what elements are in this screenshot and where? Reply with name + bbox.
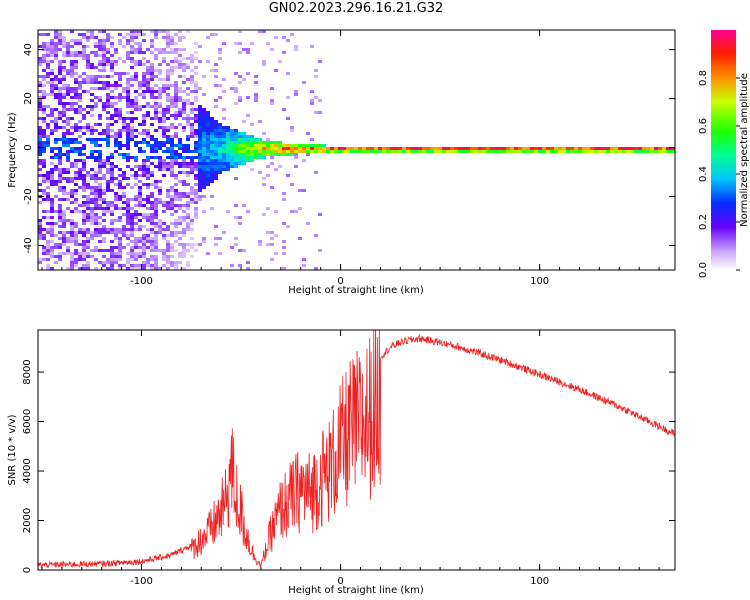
top-y-tick-label: -40 (23, 237, 34, 253)
colorbar-tick-label: 0.0 (698, 262, 709, 278)
snr-line (38, 330, 675, 569)
bottom-y-axis-label: SNR (10 * v/v) (7, 414, 18, 485)
chart-title: GN02.2023.296.16.21.G32 (268, 1, 444, 16)
bottom-y-tick-label: 0 (22, 567, 33, 573)
spectrogram-heatmap (38, 30, 675, 270)
top-x-tick-label: 0 (337, 276, 343, 287)
bottom-x-tick-label: -100 (130, 576, 153, 587)
top-plot-axes: -100 0 100 -40 -20 0 20 40 (23, 30, 675, 287)
bottom-y-tick-label: 2000 (22, 508, 33, 533)
colorbar-tick-label: 0.4 (698, 166, 709, 182)
bottom-x-tick-label: 0 (337, 576, 343, 587)
colorbar-ticks: 0.0 0.2 0.4 0.6 0.8 (698, 70, 740, 278)
top-y-tick-label: -20 (23, 188, 34, 204)
top-y-tick-label: 20 (23, 92, 34, 105)
top-y-axis-label: Frequency (Hz) (7, 112, 18, 188)
snr-series-line (38, 330, 675, 569)
colorbar-tick-label: 0.2 (698, 214, 709, 230)
top-x-tick-label: -100 (130, 276, 153, 287)
bottom-y-tick-label: 4000 (22, 458, 33, 483)
colorbar-label: Normalized spectral amplitude (739, 73, 750, 227)
bottom-plot-frame (37, 329, 676, 571)
top-y-tick-label: 0 (23, 144, 34, 150)
top-y-tick-label: 40 (23, 43, 34, 56)
bottom-x-axis-label: Height of straight line (km) (288, 585, 424, 596)
colorbar-tick-label: 0.8 (698, 70, 709, 86)
colorbar-tick-label: 0.6 (698, 118, 709, 134)
top-plot-frame (37, 29, 676, 271)
bottom-x-tick-label: 100 (530, 576, 549, 587)
top-x-tick-label: 100 (530, 276, 549, 287)
colorbar (711, 30, 736, 270)
bottom-y-tick-label: 6000 (22, 409, 33, 434)
bottom-y-tick-label: 8000 (22, 359, 33, 384)
top-x-axis-label: Height of straight line (km) (288, 285, 424, 296)
